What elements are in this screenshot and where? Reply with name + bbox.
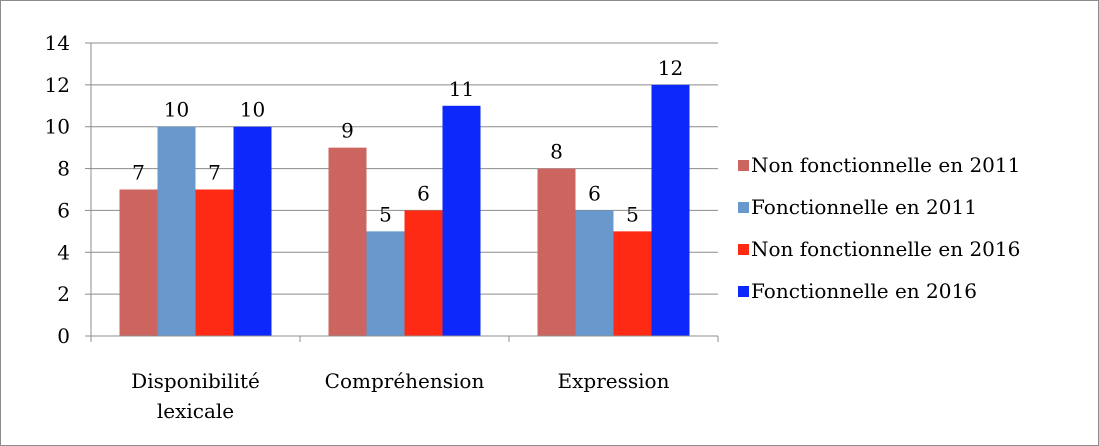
legend-swatch (738, 286, 749, 297)
x-category-label-line: Disponibilité (131, 369, 260, 393)
y-tick-label: 10 (45, 115, 70, 139)
data-label: 6 (588, 181, 601, 205)
bar (442, 105, 481, 337)
data-label: 7 (132, 161, 145, 185)
legend: Non fonctionnelle en 2011 Fonctionnelle e… (738, 153, 1020, 303)
axes: 0 2 4 6 8 10 12 14 Disponibilité lexicale Compréhe… (45, 31, 719, 423)
bar (537, 168, 576, 336)
data-label: 10 (240, 98, 265, 122)
bar (613, 231, 652, 336)
bar (233, 126, 272, 336)
bar (404, 210, 443, 336)
y-tick-label: 8 (57, 157, 70, 181)
bar (157, 126, 196, 336)
bar (575, 210, 614, 336)
y-tick-label: 12 (45, 73, 70, 97)
bar (366, 231, 405, 336)
bar (119, 189, 158, 336)
x-category-label: Disponibilité lexicale (131, 369, 260, 423)
data-label: 8 (550, 140, 563, 164)
legend-label: Non fonctionnelle en 2016 (751, 237, 1020, 261)
legend-swatch (738, 160, 749, 171)
y-tick-label: 0 (57, 324, 70, 348)
bar (651, 84, 690, 336)
legend-label: Non fonctionnelle en 2011 (751, 153, 1020, 177)
bar (328, 147, 367, 336)
y-tick-label: 4 (57, 240, 70, 264)
data-label: 6 (417, 181, 430, 205)
x-category-label: Expression (558, 369, 670, 393)
y-tick-label: 14 (45, 31, 70, 55)
legend-label: Fonctionnelle en 2016 (751, 279, 977, 303)
bar (195, 189, 234, 336)
y-tick-label: 2 (57, 282, 70, 306)
x-category-label: Compréhension (325, 369, 485, 393)
data-labels: 7 10 7 10 9 5 6 11 8 6 5 12 (132, 56, 683, 227)
bars (119, 84, 690, 337)
x-category-label-line: lexicale (157, 399, 234, 423)
data-label: 11 (449, 77, 474, 101)
legend-label: Fonctionnelle en 2011 (751, 195, 977, 219)
x-category-label-line: Compréhension (325, 369, 485, 393)
data-label: 7 (208, 161, 221, 185)
data-label: 5 (379, 202, 392, 226)
data-label: 5 (626, 202, 639, 226)
y-tick-label: 6 (57, 198, 70, 222)
legend-swatch (738, 244, 749, 255)
legend-swatch (738, 202, 749, 213)
x-category-label-line: Expression (558, 369, 670, 393)
data-label: 12 (658, 56, 683, 80)
data-label: 10 (164, 98, 189, 122)
data-label: 9 (341, 119, 354, 143)
